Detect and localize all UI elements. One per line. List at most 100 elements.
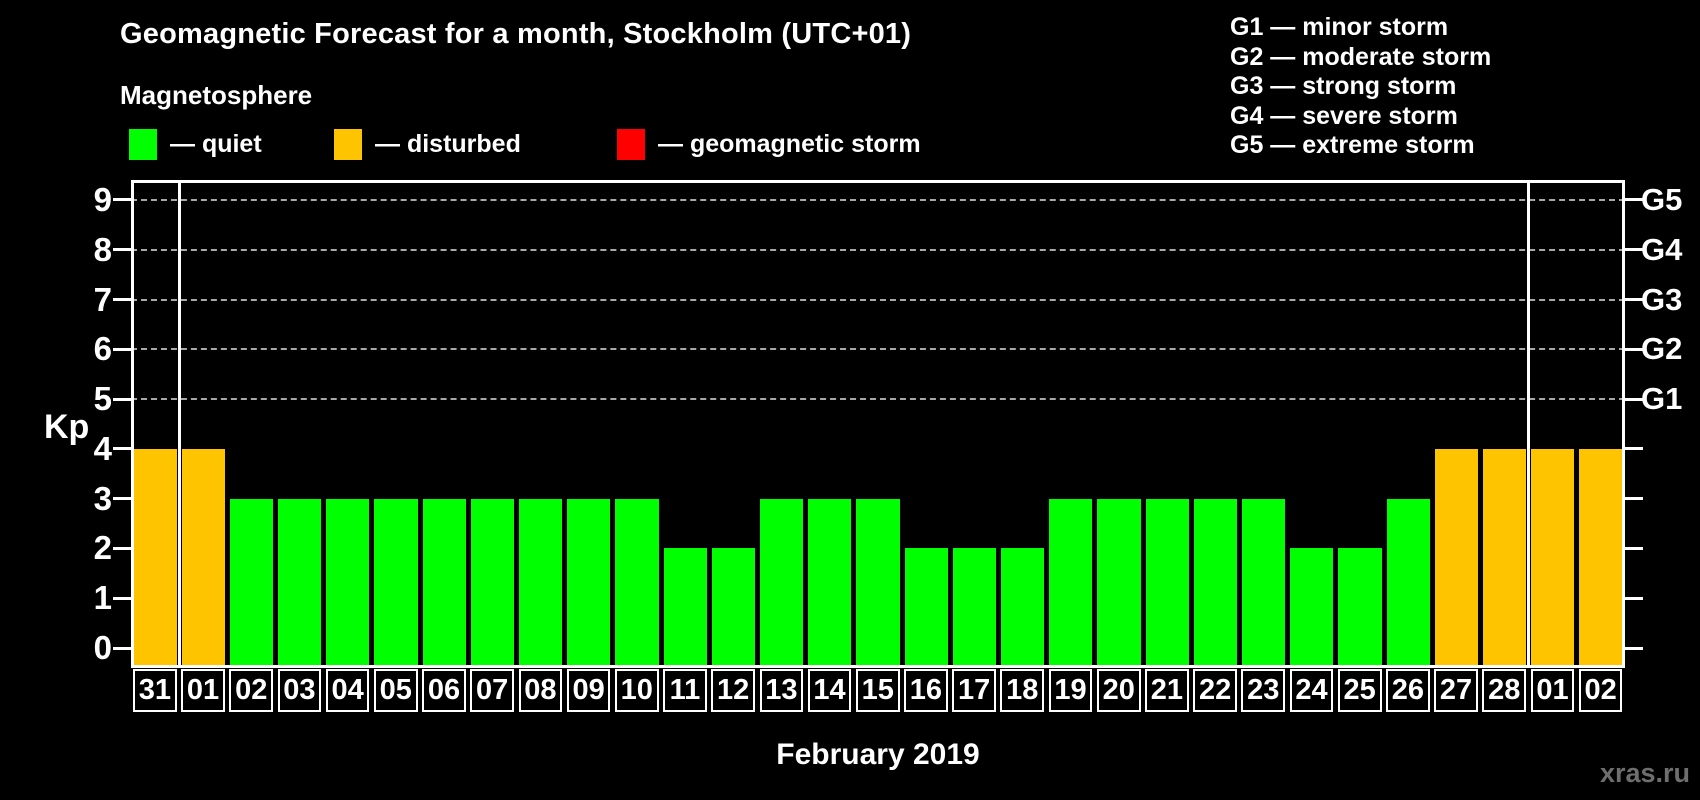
y-tick-left-6 xyxy=(113,347,131,351)
y-tick-label-0: 0 xyxy=(93,629,112,667)
bar-day-05 xyxy=(374,498,418,668)
bar-day-31 xyxy=(133,448,177,668)
y-tick-left-7 xyxy=(113,298,131,301)
quiet-color-swatch xyxy=(129,128,157,160)
bar-day-10 xyxy=(615,498,659,668)
y-tick-right-2 xyxy=(1625,546,1643,550)
day-label-17: 17 xyxy=(952,669,996,712)
day-label-01: 01 xyxy=(1530,669,1575,712)
bar-day-04 xyxy=(326,498,370,668)
legend-label-quiet: — quiet xyxy=(170,130,262,158)
bar-day-13 xyxy=(760,498,804,668)
day-label-27: 27 xyxy=(1434,669,1478,712)
g-legend-line-g5: G5 — extreme storm xyxy=(1230,131,1475,159)
month-separator xyxy=(177,180,181,668)
disturbed-color-swatch xyxy=(334,128,362,160)
bar-day-15 xyxy=(856,498,900,668)
day-label-28: 28 xyxy=(1482,669,1527,712)
day-label-21: 21 xyxy=(1145,669,1189,712)
bar-day-18 xyxy=(1000,548,1045,668)
x-axis-title: February 2019 xyxy=(776,738,980,771)
y-tick-label-4: 4 xyxy=(93,429,112,467)
bar-day-08 xyxy=(519,498,563,668)
day-label-25: 25 xyxy=(1337,669,1382,712)
day-label-03: 03 xyxy=(277,669,322,712)
bar-day-02 xyxy=(229,498,274,668)
g-legend-line-g2: G2 — moderate storm xyxy=(1230,42,1492,71)
month-separator xyxy=(1527,180,1531,668)
y-tick-label-5: 5 xyxy=(93,380,112,418)
day-label-08: 08 xyxy=(518,669,563,712)
y-tick-right-3 xyxy=(1625,497,1643,501)
g-axis-label-g2: G2 xyxy=(1641,331,1683,367)
day-label-07: 07 xyxy=(470,669,515,712)
y-tick-right-9 xyxy=(1625,198,1643,202)
y-tick-label-6: 6 xyxy=(93,330,112,368)
day-label-05: 05 xyxy=(373,669,418,712)
bar-day-25 xyxy=(1338,548,1382,668)
day-label-12: 12 xyxy=(711,669,755,712)
bar-day-01 xyxy=(181,448,225,668)
bar-day-17 xyxy=(952,548,996,668)
day-label-09: 09 xyxy=(566,669,611,712)
gridline-kp5 xyxy=(131,398,1625,401)
bar-day-28 xyxy=(1482,448,1527,668)
g-legend-line-g1: G1 — minor storm xyxy=(1230,13,1449,41)
y-tick-left-0 xyxy=(113,646,131,650)
y-tick-left-5 xyxy=(113,397,131,401)
y-tick-label-9: 9 xyxy=(93,180,112,218)
y-tick-left-3 xyxy=(113,497,131,501)
day-label-31: 31 xyxy=(133,669,177,712)
day-label-02: 02 xyxy=(1578,669,1623,712)
y-tick-left-1 xyxy=(113,596,131,600)
plot-frame xyxy=(131,180,1625,668)
y-tick-left-9 xyxy=(113,198,131,202)
day-label-01: 01 xyxy=(181,669,225,712)
bar-day-09 xyxy=(567,498,611,668)
gridline-kp6 xyxy=(131,348,1625,351)
legend-label-disturbed: — disturbed xyxy=(375,130,521,158)
y-tick-left-2 xyxy=(113,546,131,550)
plot-area xyxy=(131,180,1625,668)
legend-item-quiet: — quiet xyxy=(129,128,262,160)
g-axis-label-g5: G5 xyxy=(1641,181,1683,217)
bar-day-23 xyxy=(1241,498,1286,668)
bar-day-03 xyxy=(278,498,322,668)
g-legend-line-g3: G3 — strong storm xyxy=(1230,72,1457,100)
bar-day-14 xyxy=(808,498,852,668)
y-tick-right-4 xyxy=(1625,447,1643,451)
g-scale-legend: G1 — minor storm G2 — moderate storm G3 … xyxy=(1230,13,1491,161)
bar-day-07 xyxy=(470,498,515,668)
bar-day-02 xyxy=(1579,448,1623,668)
y-tick-label-3: 3 xyxy=(93,479,112,517)
y-tick-right-6 xyxy=(1625,347,1643,351)
day-label-13: 13 xyxy=(759,669,804,712)
bar-day-01 xyxy=(1531,448,1575,668)
storm-color-swatch xyxy=(617,128,645,160)
y-tick-label-7: 7 xyxy=(93,280,112,318)
bar-day-19 xyxy=(1049,498,1093,668)
page-title: Geomagnetic Forecast for a month, Stockh… xyxy=(120,18,912,50)
g-axis-label-g3: G3 xyxy=(1641,281,1683,317)
bar-day-20 xyxy=(1097,498,1141,668)
day-label-22: 22 xyxy=(1193,669,1237,712)
g-axis-label-g4: G4 xyxy=(1641,231,1683,267)
legend-label-storm: — geomagnetic storm xyxy=(658,130,921,158)
day-label-20: 20 xyxy=(1096,669,1141,712)
day-label-26: 26 xyxy=(1386,669,1430,712)
day-label-15: 15 xyxy=(855,669,900,712)
bar-day-21 xyxy=(1145,498,1189,668)
y-tick-right-0 xyxy=(1625,646,1643,650)
bar-day-24 xyxy=(1290,548,1334,668)
bar-day-11 xyxy=(663,548,707,668)
day-label-18: 18 xyxy=(1000,669,1045,712)
day-label-16: 16 xyxy=(904,669,948,712)
y-tick-right-7 xyxy=(1625,298,1643,301)
gridline-kp7 xyxy=(131,298,1625,301)
y-tick-right-1 xyxy=(1625,596,1643,600)
day-label-06: 06 xyxy=(422,669,466,712)
bar-day-26 xyxy=(1386,498,1430,668)
legend-item-storm: — geomagnetic storm xyxy=(617,128,921,160)
day-label-04: 04 xyxy=(325,669,370,712)
g-axis-label-g1: G1 xyxy=(1641,381,1683,417)
